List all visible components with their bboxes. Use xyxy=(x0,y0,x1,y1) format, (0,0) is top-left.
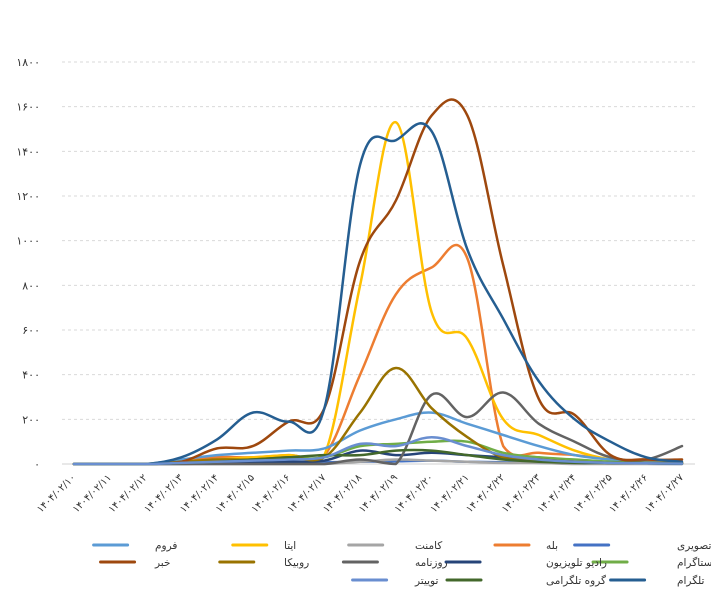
y-tick-label: ۰ xyxy=(34,458,40,471)
y-tick-label: ۶۰۰ xyxy=(22,324,40,337)
legend: رسانه تصویری بله کامنت ایتا فروم اینستاگرام را… xyxy=(92,540,711,587)
legend-label: ایتا xyxy=(284,540,296,552)
y-tick-label: ۱۲۰۰ xyxy=(16,190,40,203)
legend-label: فروم xyxy=(155,540,177,552)
series-line xyxy=(72,411,684,466)
y-tick-label: ۱۴۰۰ xyxy=(16,145,40,158)
legend-label: کامنت xyxy=(415,540,442,552)
x-axis-ticks: ۱۴۰۴/۰۲/۱۰۱۴۰۴/۰۲/۱۱۱۴۰۴/۰۲/۱۲۱۴۰۴/۰۲/۱۳… xyxy=(35,472,686,515)
y-tick-label: ۱۰۰۰ xyxy=(16,235,40,248)
legend-label: بله xyxy=(546,540,558,552)
legend-label: روزنامه xyxy=(415,557,448,569)
y-tick-label: ۸۰۰ xyxy=(22,279,40,292)
y-tick-label: ۲۰۰ xyxy=(22,413,40,426)
grid-layer xyxy=(62,61,695,465)
legend-label: گروه تلگرامی xyxy=(546,574,606,587)
y-axis-ticks: ۰ ۲۰۰ ۴۰۰ ۶۰۰ ۸۰۰ ۱۰۰۰ ۱۲۰۰ ۱۴۰۰ ۱۶۰۰ ۱۸۰۰ xyxy=(16,56,40,471)
series-layer xyxy=(72,98,684,466)
legend-label: رادیو تلویزیون xyxy=(546,557,607,569)
y-tick-label: ۱۶۰۰ xyxy=(16,101,40,114)
series-line xyxy=(72,121,684,466)
y-tick-label: ۴۰۰ xyxy=(22,369,40,382)
legend-label: روبیکا xyxy=(284,557,309,569)
legend-label: رسانه تصویری xyxy=(677,540,711,552)
legend-label: تلگرام xyxy=(677,574,704,587)
series-line xyxy=(72,435,684,466)
series-line xyxy=(72,122,684,466)
x-tick-label: ۱۴۰۴/۰۲/۲۷ xyxy=(643,472,686,515)
legend-label: اینستاگرام xyxy=(677,556,711,569)
y-tick-label: ۱۸۰۰ xyxy=(16,56,40,69)
legend-label: توییتر xyxy=(414,575,438,587)
series-line xyxy=(72,98,684,466)
legend-label: خبر xyxy=(154,557,170,569)
